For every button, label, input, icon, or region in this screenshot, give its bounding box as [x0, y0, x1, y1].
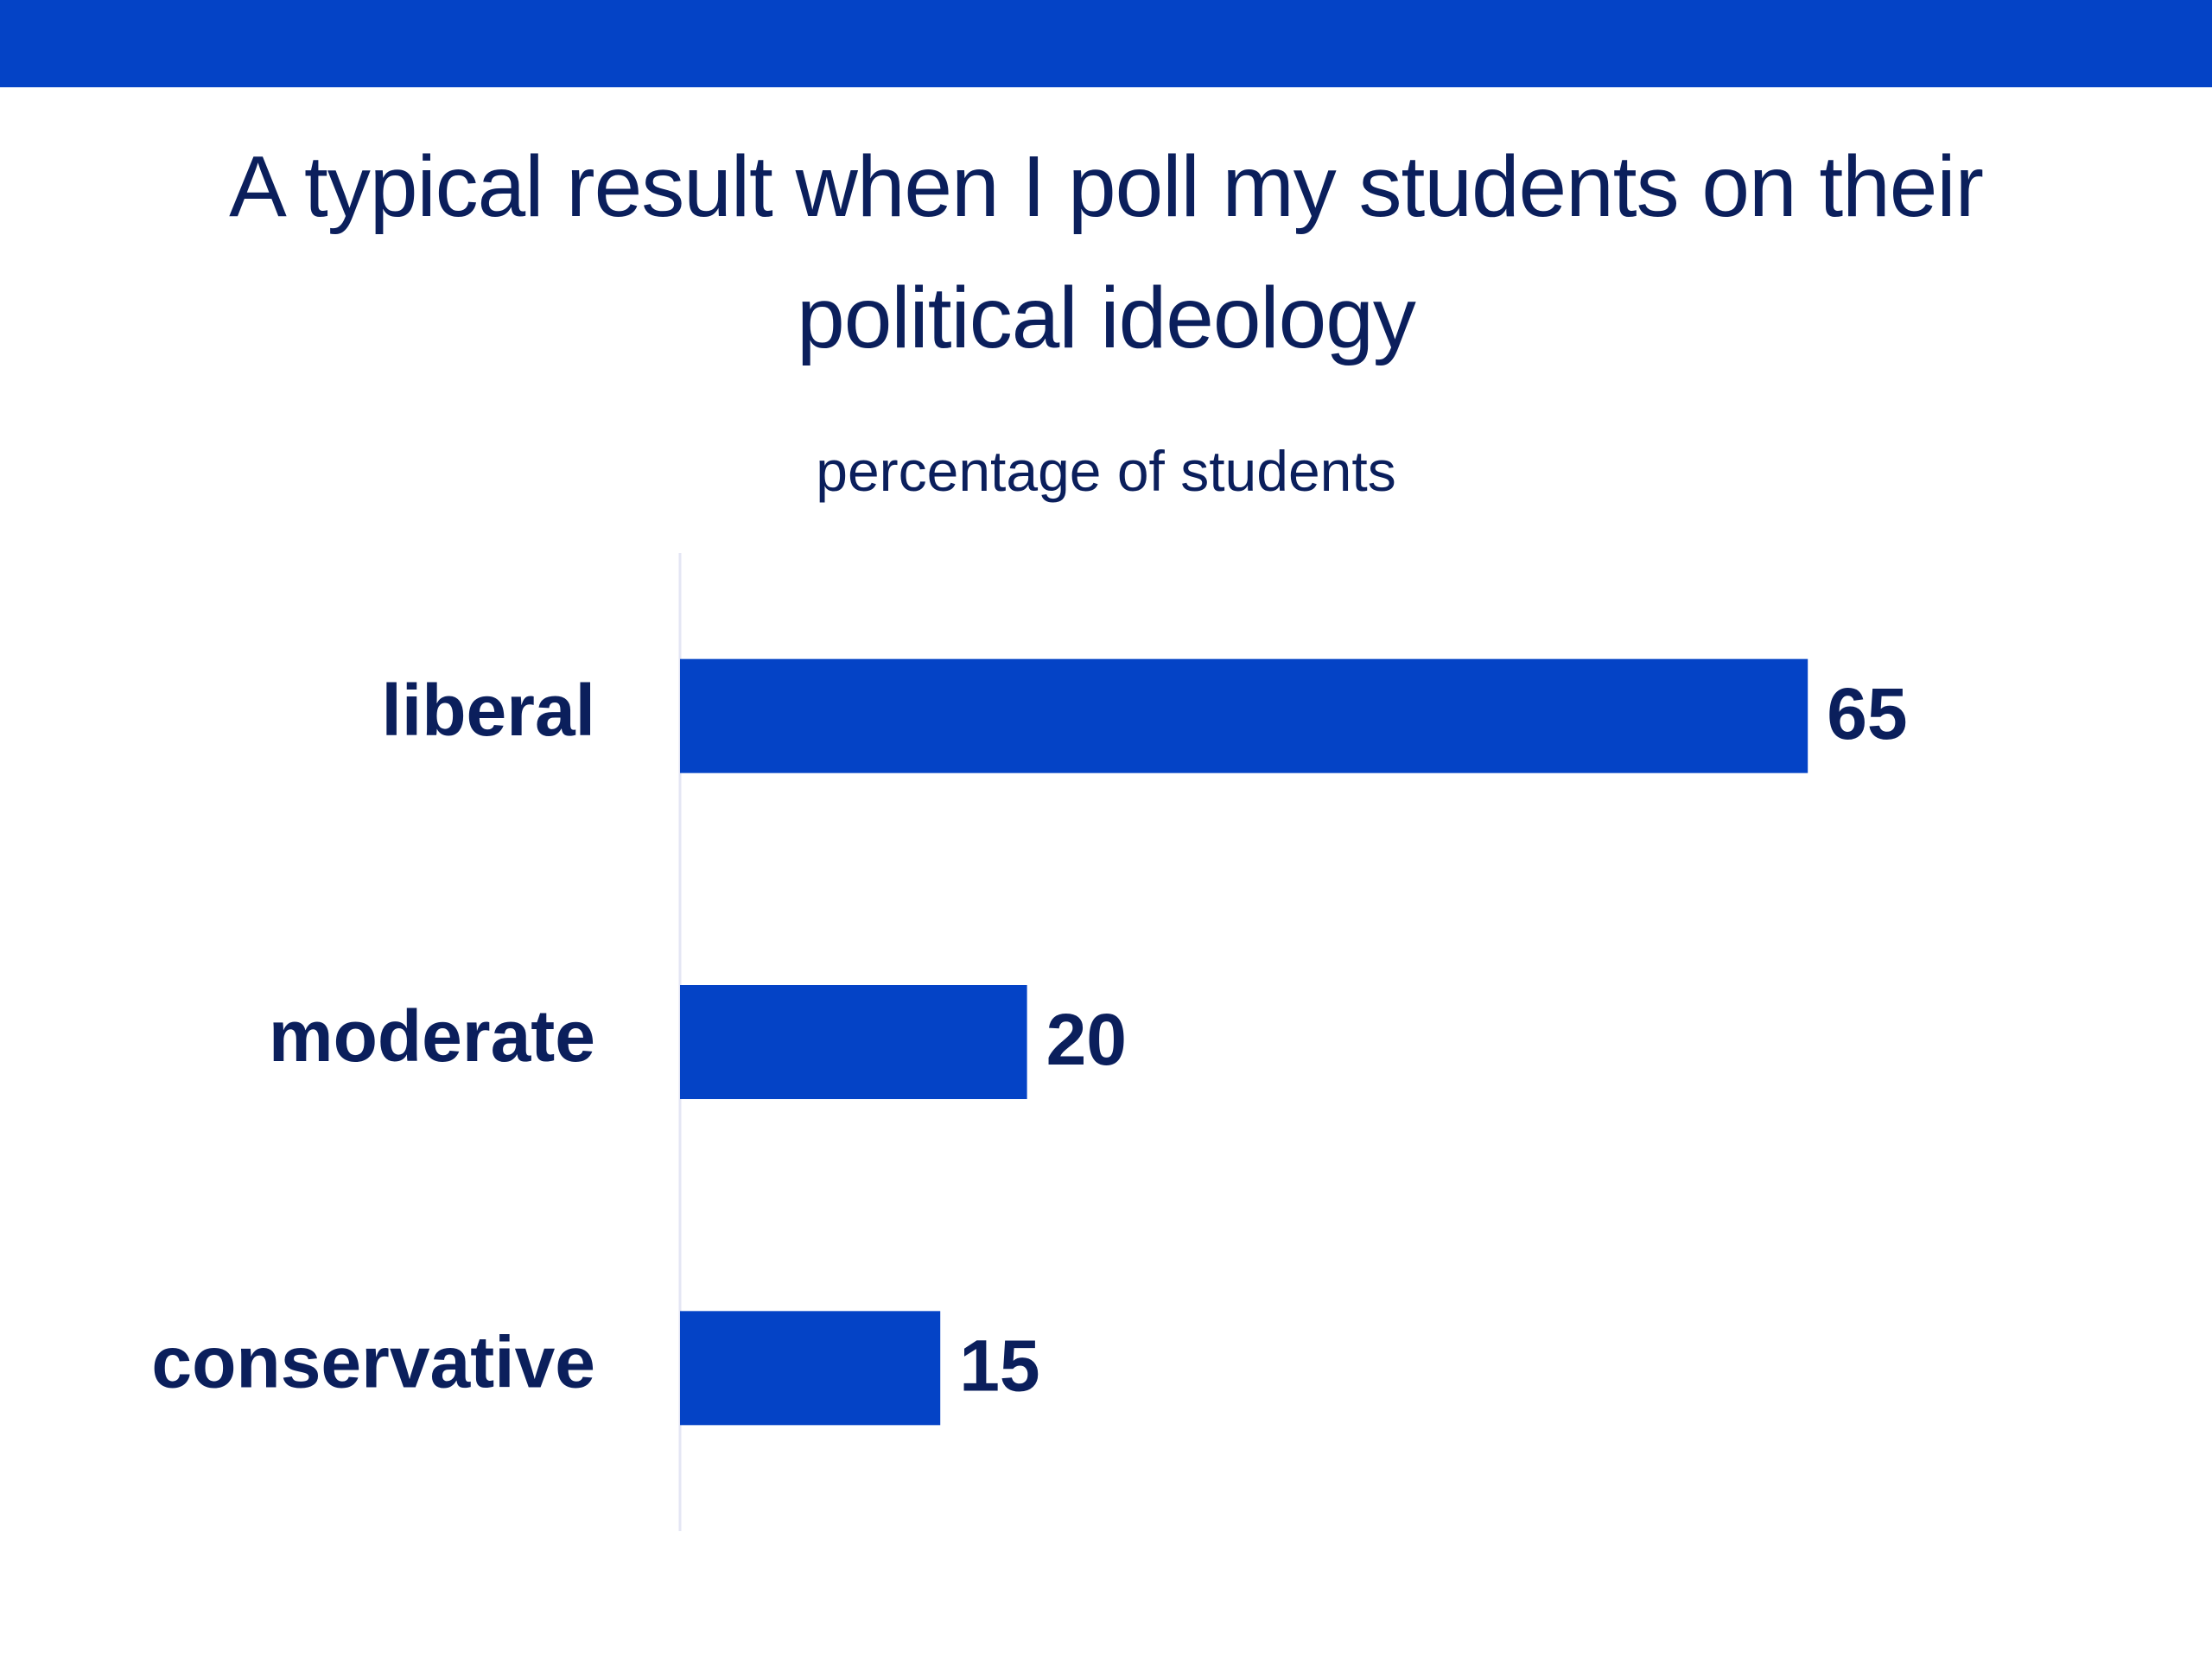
- bar: [680, 985, 1027, 1099]
- chart-subtitle: percentage of students: [816, 439, 1396, 503]
- value-label: 20: [1046, 999, 1127, 1080]
- category-label: moderate: [269, 995, 595, 1077]
- category-label: conservative: [151, 1322, 595, 1403]
- value-label: 15: [959, 1325, 1039, 1407]
- chart-title: A typical result when I poll my students…: [229, 138, 1984, 366]
- category-label: liberal: [382, 670, 595, 751]
- bar: [680, 658, 1808, 773]
- top-banner: [0, 0, 2212, 87]
- value-label: 65: [1827, 673, 1907, 754]
- bar: [680, 1311, 941, 1426]
